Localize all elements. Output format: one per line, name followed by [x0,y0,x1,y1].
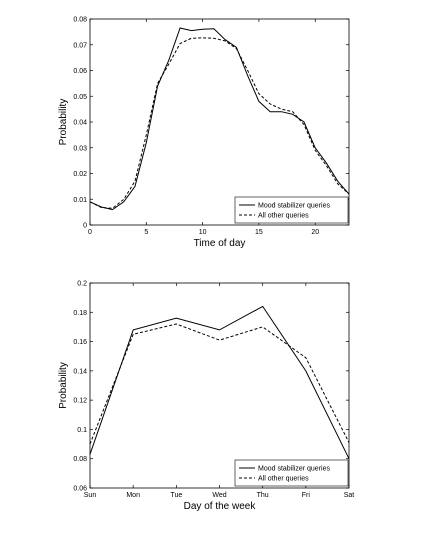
legend-label-2: All other queries [258,213,309,220]
y-tick-label: 0.02 [73,171,87,178]
x-tick-label: Fri [302,492,311,499]
x-tick-label: Tue [170,492,182,499]
plot-frame [89,282,350,489]
legend: Mood stabilizer queries All other queries [234,459,349,487]
x-tick-label: 20 [311,229,319,236]
legend-box [234,196,349,224]
y-axis-label: Probability [58,362,69,409]
x-tick-label: 10 [199,229,207,236]
legend-label-1: Mood stabilizer queries [258,203,330,210]
y-tick-label: 0.07 [73,42,87,49]
x-tick-label: 5 [144,229,148,236]
y-tick-label: 0.16 [73,339,87,346]
y-axis-label: Probability [58,99,69,146]
y-tick-label: 0.06 [73,68,87,75]
legend-label-1: Mood stabilizer queries [258,466,330,473]
chart-1: 0 0.01 0.02 0.03 0.04 0.05 0.06 0.07 0.08 0 5 10 15 2… [58,17,350,249]
series-line-2 [89,37,350,209]
y-tick-label: 0.08 [73,456,87,463]
y-tick-label: 0.04 [73,120,87,127]
y-tick-label: 0.06 [73,486,87,493]
y-tick-label: 0.1 [77,427,87,434]
x-tick-label: 0 [88,229,92,236]
y-tick-label: 0 [83,223,87,230]
y-tick-label: 0.2 [77,281,87,288]
y-tick-label: 0.03 [73,145,87,152]
series-line-1 [89,27,350,211]
y-tick-label: 0.14 [73,368,87,375]
y-tick-label: 0.05 [73,94,87,101]
x-axis-label: Time of day [194,238,246,249]
y-tick-label: 0.18 [73,310,87,317]
series-line-1 [89,305,350,459]
legend-label-2: All other queries [258,476,309,483]
y-tick-label: 0.01 [73,197,87,204]
x-tick-label: Wed [212,492,226,499]
x-tick-label: Sun [84,492,97,499]
x-axis-label: Day of the week [184,501,257,512]
x-tick-label: Sat [344,492,355,499]
x-tick-label: Thu [257,492,269,499]
legend: Mood stabilizer queries All other queries [234,196,349,224]
y-tick-label: 0.12 [73,398,87,405]
legend-box [234,459,349,487]
x-tick-label: 15 [255,229,263,236]
x-tick-label: Mon [126,492,140,499]
series-line-2 [89,323,350,445]
y-tick-label: 0.08 [73,17,87,24]
chart-2: 0.06 0.08 0.1 0.12 0.14 0.16 0.18 0.2 Sun Mon Tue W… [58,281,354,513]
